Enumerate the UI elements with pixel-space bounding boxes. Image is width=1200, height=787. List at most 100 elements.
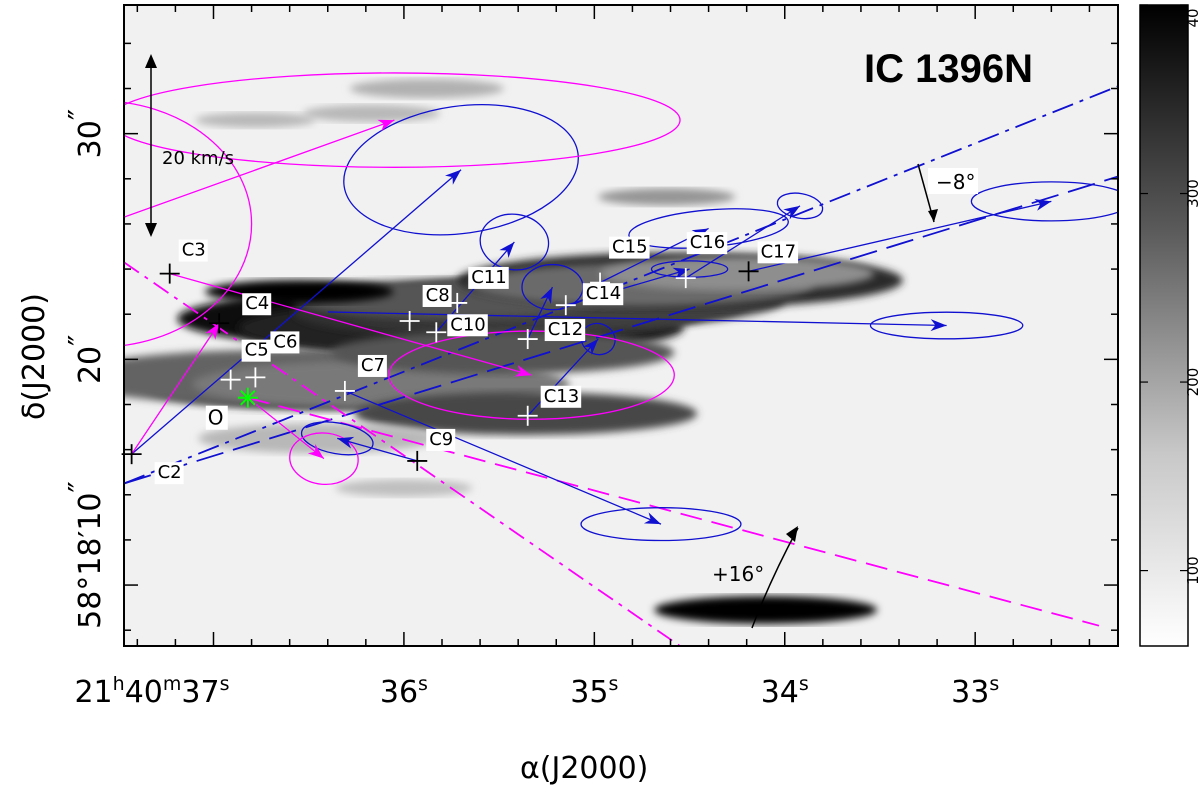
source-label-box-C5 bbox=[241, 339, 271, 362]
y-axis-label: δ(J2000) bbox=[17, 293, 52, 420]
emission-blob bbox=[654, 595, 878, 624]
source-label-box-C16 bbox=[686, 232, 728, 255]
x-tick-label-unit: s bbox=[608, 673, 618, 695]
source-label-C17: C17 bbox=[761, 241, 796, 262]
blue-vector-head bbox=[499, 241, 515, 259]
x-tick-label-unit: s bbox=[989, 673, 999, 695]
y-tick-label-value: 20 bbox=[73, 346, 108, 384]
blue-vector bbox=[344, 390, 662, 525]
source-label-C15: C15 bbox=[612, 237, 647, 258]
x-tick-labels: 21h40m37s 36s 35s 34s 33s bbox=[74, 673, 999, 710]
source-label-C16: C16 bbox=[690, 232, 725, 253]
blue-vector-ellipse bbox=[869, 311, 1024, 340]
source-label-box-C4 bbox=[242, 293, 272, 316]
magenta-dashed-axis bbox=[247, 396, 1100, 627]
x-tick-label-value: 35 bbox=[570, 675, 608, 710]
scale-bar-label: 20 km/s bbox=[162, 148, 234, 169]
emission-blob bbox=[198, 423, 439, 454]
scale-bar-arrowhead-bottom bbox=[145, 223, 157, 237]
emission-blob bbox=[354, 392, 698, 435]
blue-vector-ellipse bbox=[479, 213, 550, 271]
source-markers: C2 C3 C4 C5 C6 C7 C8 C9 C10 C11 C12 C13 C14 C15 C16 C17… bbox=[121, 232, 799, 485]
source-label-C5: C5 bbox=[245, 340, 269, 361]
source-label-box-C17 bbox=[757, 241, 799, 264]
magenta-vector bbox=[124, 119, 395, 218]
blue-vector-ellipse bbox=[970, 181, 1118, 222]
magenta-vector-ellipse bbox=[124, 72, 681, 168]
source-label-box-C2 bbox=[154, 462, 184, 485]
source-label-box-C8 bbox=[422, 284, 452, 307]
source-label-box-C9 bbox=[426, 428, 456, 451]
blue-vector-head bbox=[582, 339, 599, 355]
blue-vector-ellipse bbox=[580, 507, 742, 542]
axis-ticks bbox=[124, 5, 1118, 646]
angle-annotations: −8° +16° bbox=[712, 163, 978, 629]
source-label-C10: C10 bbox=[450, 314, 485, 335]
blue-vector bbox=[327, 311, 947, 327]
magenta-vector bbox=[131, 322, 220, 455]
x-tick-label: 35s bbox=[570, 673, 618, 710]
source-label-C11: C11 bbox=[471, 267, 506, 288]
source-label-box-C7 bbox=[357, 354, 387, 377]
blue-vector bbox=[527, 338, 599, 417]
blue-vector-ellipse bbox=[343, 104, 579, 236]
source-label-box-C14 bbox=[582, 283, 624, 306]
colorbar-tick-label: 40 bbox=[1184, 8, 1200, 27]
x-tick-label-value: 33 bbox=[951, 675, 989, 710]
angle-label-blue: −8° bbox=[936, 170, 975, 194]
magenta-vector-head bbox=[307, 443, 324, 459]
blue-vector bbox=[131, 169, 462, 455]
x-tick-label-part: 40 bbox=[125, 675, 163, 710]
velocity-scale-bar: 20 km/s bbox=[145, 54, 234, 237]
blue-vector-head bbox=[643, 512, 661, 525]
source-label-C6: C6 bbox=[273, 331, 297, 352]
emission-blob bbox=[335, 479, 473, 497]
scale-bar-arrowhead-top bbox=[145, 54, 157, 68]
plot-frame bbox=[123, 4, 1119, 647]
blue-vector-head bbox=[930, 319, 947, 332]
source-label-box-C3 bbox=[178, 239, 208, 262]
x-tick-label-part: s bbox=[220, 673, 230, 695]
source-label-C4: C4 bbox=[245, 293, 269, 314]
magenta-vector-head bbox=[514, 365, 532, 377]
colorbar-ticks: 100 200 300 40 bbox=[1140, 4, 1200, 585]
x-tick-label: 21h40m37s bbox=[74, 673, 229, 710]
y-tick-label-unit: ″ bbox=[63, 481, 98, 492]
angle-label-magenta: +16° bbox=[712, 562, 764, 586]
blue-vector bbox=[685, 205, 801, 279]
source-label-box-C6 bbox=[270, 331, 300, 354]
magenta-vector-ellipse bbox=[289, 432, 359, 486]
origin-label-box bbox=[205, 405, 228, 430]
y-tick-label-value: 30 bbox=[73, 120, 108, 158]
blue-vector-head bbox=[337, 436, 355, 449]
blue-vector-head bbox=[783, 205, 800, 220]
magenta-vector-head bbox=[377, 119, 395, 132]
x-tick-label-part: h bbox=[113, 673, 125, 695]
emission-blob bbox=[302, 104, 441, 122]
colorbar-tick-label: 300 bbox=[1184, 179, 1200, 208]
source-label-box-C12 bbox=[544, 319, 586, 342]
blue-vector-head bbox=[445, 169, 462, 185]
emission-blob bbox=[349, 78, 504, 99]
x-tick-label-value: 36 bbox=[380, 675, 418, 710]
blue-dashed-axis bbox=[124, 175, 1118, 485]
blue-vector-ellipse bbox=[776, 192, 824, 220]
angle-label-box-blue bbox=[928, 168, 978, 194]
x-tick-label-unit: s bbox=[418, 673, 428, 695]
x-tick-label: 34s bbox=[761, 673, 809, 710]
angle-arrowhead-magenta bbox=[786, 526, 798, 542]
origin-star bbox=[239, 389, 256, 406]
colorbar-tick-label: 100 bbox=[1184, 556, 1200, 585]
magenta-vector bbox=[169, 272, 532, 376]
colorbar-tick-label: 200 bbox=[1184, 368, 1200, 397]
x-axis-label: α(J2000) bbox=[520, 751, 648, 786]
emission-blob bbox=[600, 256, 875, 291]
x-tick-label-part: m bbox=[163, 673, 182, 695]
angle-arrowhead-blue bbox=[928, 209, 938, 222]
y-tick-label: 30″ bbox=[63, 109, 108, 158]
colorbar bbox=[1139, 4, 1189, 647]
x-tick-label-unit: s bbox=[799, 673, 809, 695]
source-label-C12: C12 bbox=[548, 319, 583, 340]
y-tick-label-value: 58°18′10 bbox=[73, 492, 108, 628]
